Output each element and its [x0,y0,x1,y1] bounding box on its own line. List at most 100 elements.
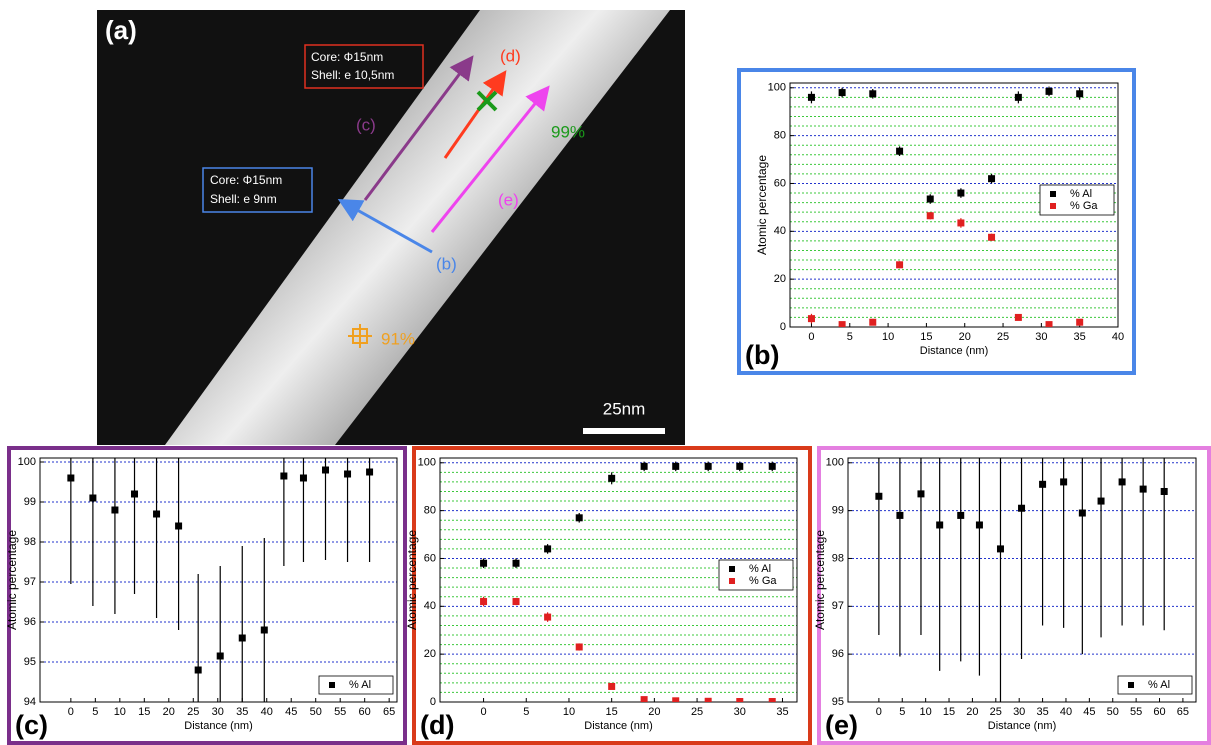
x-tick-label: 20 [959,331,971,343]
x-tick-label: 10 [114,706,126,718]
point [575,643,583,651]
y-tick-label: 0 [780,321,786,333]
point [299,474,307,482]
panel-frame [7,446,407,745]
y-tick-label: 94 [24,696,36,708]
x-tick-label: 0 [68,706,74,718]
y-tick-label: 20 [774,273,786,285]
point [988,175,996,183]
point [1076,318,1084,326]
point [544,545,552,553]
y-tick-label: 100 [18,456,36,468]
plot-area [439,457,798,703]
point [869,90,877,98]
legend-label: % Al [1148,679,1170,691]
x-tick-label: 35 [1074,331,1086,343]
y-tick-label: 0 [430,696,436,708]
arrow-label: (e) [498,190,519,209]
point [1045,87,1053,95]
arrow [430,85,550,233]
arrow-label: (c) [356,115,376,134]
x-axis-title: Distance (nm) [988,720,1056,732]
point [1139,485,1147,493]
x-tick-label: 40 [1112,331,1124,343]
legend-label: % Al [349,679,371,691]
legend-swatch [729,578,735,584]
chart-panel: 0 20 40 60 80 100 0 5 10 15 20 25 30 35 Distance (nm) A… [405,446,812,745]
tem-image: (a) Core: Φ15nm Shell: e 10,5nm Core: Φ1… [97,10,685,445]
x-tick-label: 30 [734,706,746,718]
x-tick-label: 45 [1083,706,1095,718]
y-axis-title: Atomic percentage [5,530,19,630]
legend-box [1117,675,1193,695]
legend-swatch [329,682,335,688]
legend-box [718,559,794,591]
panel-label: (a) [105,15,137,45]
y-tick-label: 60 [424,552,436,564]
point [544,613,552,621]
y-tick-label: 95 [832,696,844,708]
point [260,626,268,634]
point [1060,478,1068,486]
point [575,514,583,522]
plot-area [39,457,398,703]
point [896,511,904,519]
x-tick-label: 30 [212,706,224,718]
x-tick-label: 15 [943,706,955,718]
x-tick-label: 40 [261,706,273,718]
panel-label: (d) [420,710,454,740]
y-tick-label: 99 [832,505,844,517]
point [957,219,965,227]
y-axis-title: Atomic percentage [755,155,769,255]
legend-label: % Al [1070,188,1092,200]
legend-swatch [1050,191,1056,197]
point [1014,313,1022,321]
point [1160,487,1168,495]
box-text: Core: Φ15nm [210,173,282,187]
x-tick-label: 35 [1036,706,1048,718]
point [926,212,934,220]
point [1039,480,1047,488]
point [216,652,224,660]
arrow-label: (b) [436,254,457,273]
x-tick-label: 30 [1013,706,1025,718]
point [807,315,815,323]
plot-area [789,82,1119,328]
point [322,466,330,474]
point [640,696,648,702]
y-tick-label: 40 [424,600,436,612]
point [153,510,161,518]
y-tick-label: 97 [832,600,844,612]
box-text: Shell: e 10,5nm [311,68,394,82]
x-tick-label: 15 [920,331,932,343]
panel-label: (e) [825,710,858,740]
point [608,682,616,690]
y-tick-label: 98 [832,552,844,564]
x-tick-label: 15 [606,706,618,718]
x-tick-label: 5 [847,331,853,343]
point [957,189,965,197]
label-box [304,44,424,89]
point [896,261,904,269]
x-tick-label: 10 [563,706,575,718]
arrow [337,199,433,254]
x-tick-label: 50 [310,706,322,718]
y-tick-label: 80 [774,130,786,142]
x-tick-label: 15 [138,706,150,718]
point [1045,321,1053,327]
point [1014,93,1022,101]
panel-frame [412,446,812,745]
point [608,474,616,482]
legend-box [1039,184,1115,216]
point [736,462,744,470]
point [480,598,488,606]
x-tick-label: 50 [1107,706,1119,718]
x-tick-label: 35 [776,706,788,718]
point [838,89,846,97]
point [67,474,75,482]
chart-panel: 95 96 97 98 99 100 0 5 10 15 20 25 30 35 40 45 50 55 60 65 D… [813,446,1211,745]
x-tick-label: 35 [236,706,248,718]
chart-panel: 94 95 96 97 98 99 100 0 5 10 15 20 25 30 35 40 45 50 55 60 6… [5,446,407,745]
x-axis-title: Distance (nm) [584,720,652,732]
y-tick-label: 20 [424,648,436,660]
